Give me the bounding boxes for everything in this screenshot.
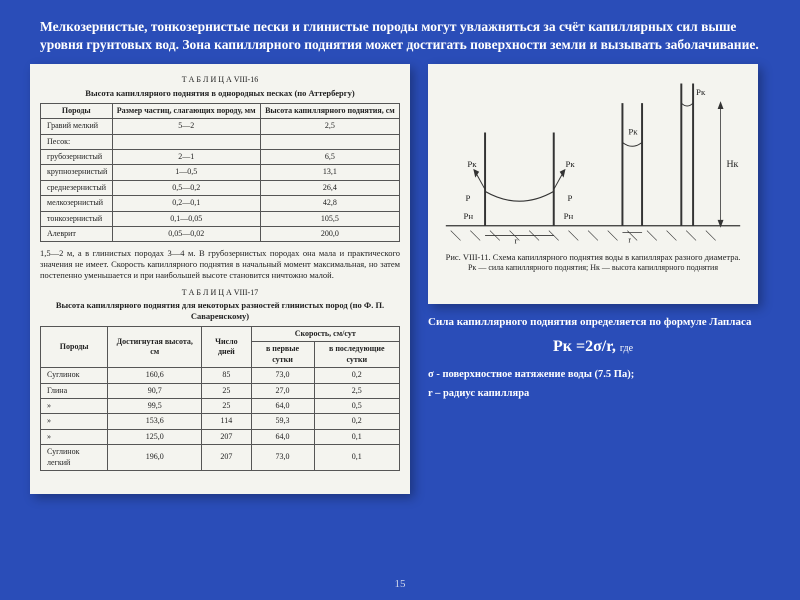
- def-r: r – радиус капилляра: [428, 385, 758, 404]
- table1: Породы Размер частиц, слагающих породу, …: [40, 103, 400, 243]
- table-cell: 13,1: [260, 165, 399, 180]
- content-row: Т А Б Л И Ц А VIII-16 Высота капиллярног…: [0, 64, 800, 494]
- diagram-box: Pк Pк P Pн P Pн r Pк Pк: [428, 64, 758, 304]
- table-cell: Суглинок легкий: [41, 445, 108, 471]
- diagram-caption: Рис. VIII-11. Схема капиллярного подняти…: [436, 252, 750, 263]
- table-cell: Алеврит: [41, 227, 113, 242]
- table-cell: 85: [202, 368, 251, 383]
- lbl-pk-r: Pк: [566, 159, 576, 169]
- table-cell: тонкозернистый: [41, 211, 113, 226]
- capillary-diagram: Pк Pк P Pн P Pн r Pк Pк: [436, 72, 750, 247]
- lbl-p-l: P: [465, 194, 470, 204]
- table-cell: 2,5: [314, 383, 400, 398]
- table-cell: 0,5: [314, 398, 400, 413]
- t1-h2: Высота капиллярного поднятия, см: [260, 103, 399, 118]
- table-cell: 99,5: [108, 398, 202, 413]
- table-cell: 25: [202, 383, 251, 398]
- table-cell: 0,1: [314, 445, 400, 471]
- table-cell: 5—2: [112, 119, 260, 134]
- table-cell: 64,0: [251, 429, 314, 444]
- table-cell: 42,8: [260, 196, 399, 211]
- table-cell: среднезернистый: [41, 180, 113, 195]
- table1-caption: Высота капиллярного поднятия в однородны…: [40, 88, 400, 99]
- mid-paragraph: 1,5—2 м, а в глинистых породах 3—4 м. В …: [40, 248, 400, 281]
- table2-small-caption: Т А Б Л И Ц А VIII-17: [40, 288, 400, 298]
- table-cell: 125,0: [108, 429, 202, 444]
- table-cell: 0,1—0,05: [112, 211, 260, 226]
- left-panel: Т А Б Л И Ц А VIII-16 Высота капиллярног…: [30, 64, 410, 494]
- formula-rhs: =2σ/r,: [572, 338, 620, 355]
- table-cell: 90,7: [108, 383, 202, 398]
- table-cell: 1—0,5: [112, 165, 260, 180]
- table-cell: 59,3: [251, 414, 314, 429]
- def-sigma: σ - поверхностное натяжение воды (7.5 Па…: [428, 366, 758, 385]
- table-cell: 6,5: [260, 150, 399, 165]
- table-cell: 27,0: [251, 383, 314, 398]
- formula-intro: Сила капиллярного поднятия определяется …: [428, 316, 758, 328]
- table-cell: грубозернистый: [41, 150, 113, 165]
- table-cell: 207: [202, 429, 251, 444]
- table-cell: [260, 134, 399, 149]
- table-cell: Глина: [41, 383, 108, 398]
- table-cell: 196,0: [108, 445, 202, 471]
- table-cell: 25: [202, 398, 251, 413]
- formula-lhs2: Pк: [553, 338, 572, 355]
- table-cell: 64,0: [251, 398, 314, 413]
- intro-text: Мелкозернистые, тонкозернистые пески и г…: [0, 0, 800, 64]
- t2-h3: в первые сутки: [251, 342, 314, 368]
- table2: Породы Достигнутая высота, см Число дней…: [40, 326, 400, 471]
- table-cell: 105,5: [260, 211, 399, 226]
- table-cell: 0,05—0,02: [112, 227, 260, 242]
- page-number: 15: [395, 578, 406, 590]
- t1-h0: Породы: [41, 103, 113, 118]
- lbl-r2: r: [628, 236, 631, 245]
- table-cell: 0,5—0,2: [112, 180, 260, 195]
- t2-top: Скорость, см/сут: [251, 327, 400, 342]
- definitions: σ - поверхностное натяжение воды (7.5 Па…: [428, 366, 758, 404]
- t2-h1: Достигнутая высота, см: [108, 327, 202, 368]
- diagram-subcaption: Pк — сила капиллярного поднятия; Hк — вы…: [436, 263, 750, 272]
- lbl-p-r: P: [567, 194, 572, 204]
- table-cell: 0,2: [314, 368, 400, 383]
- table-cell: 2,5: [260, 119, 399, 134]
- table-cell: [112, 134, 260, 149]
- table-cell: »: [41, 414, 108, 429]
- table-cell: Песок:: [41, 134, 113, 149]
- table-cell: 73,0: [251, 368, 314, 383]
- table-cell: крупнозернистый: [41, 165, 113, 180]
- lbl-pn-r: Pн: [564, 211, 574, 221]
- table2-caption: Высота капиллярного поднятия для некотор…: [40, 300, 400, 322]
- table-cell: 0,2—0,1: [112, 196, 260, 211]
- lbl-r1: r: [515, 236, 518, 246]
- table-cell: 207: [202, 445, 251, 471]
- table1-small-caption: Т А Б Л И Ц А VIII-16: [40, 75, 400, 85]
- table-cell: »: [41, 429, 108, 444]
- table-cell: 73,0: [251, 445, 314, 471]
- table-cell: Суглинок: [41, 368, 108, 383]
- laplace-formula: Pк =2σ/r, где: [428, 338, 758, 356]
- table-cell: 153,6: [108, 414, 202, 429]
- t2-h2: Число дней: [202, 327, 251, 368]
- table-cell: 2—1: [112, 150, 260, 165]
- table-cell: »: [41, 398, 108, 413]
- t2-h4: в последующие сутки: [314, 342, 400, 368]
- lbl-pk3: Pк: [696, 88, 706, 98]
- table-cell: 160,6: [108, 368, 202, 383]
- t1-h1: Размер частиц, слагающих породу, мм: [112, 103, 260, 118]
- t2-h0: Породы: [41, 327, 108, 368]
- table-cell: 114: [202, 414, 251, 429]
- lbl-pn-l: Pн: [463, 211, 473, 221]
- table-cell: 0,2: [314, 414, 400, 429]
- table-cell: 0,1: [314, 429, 400, 444]
- lbl-pk2: Pк: [628, 127, 638, 137]
- table-cell: 26,4: [260, 180, 399, 195]
- table-cell: 200,0: [260, 227, 399, 242]
- table-cell: мелкозернистый: [41, 196, 113, 211]
- formula-where: где: [620, 343, 633, 354]
- lbl-pk-l: Pк: [467, 159, 477, 169]
- right-panel: Pк Pк P Pн P Pн r Pк Pк: [428, 64, 758, 494]
- table-cell: Гравий мелкий: [41, 119, 113, 134]
- lbl-hk: Hк: [726, 159, 738, 170]
